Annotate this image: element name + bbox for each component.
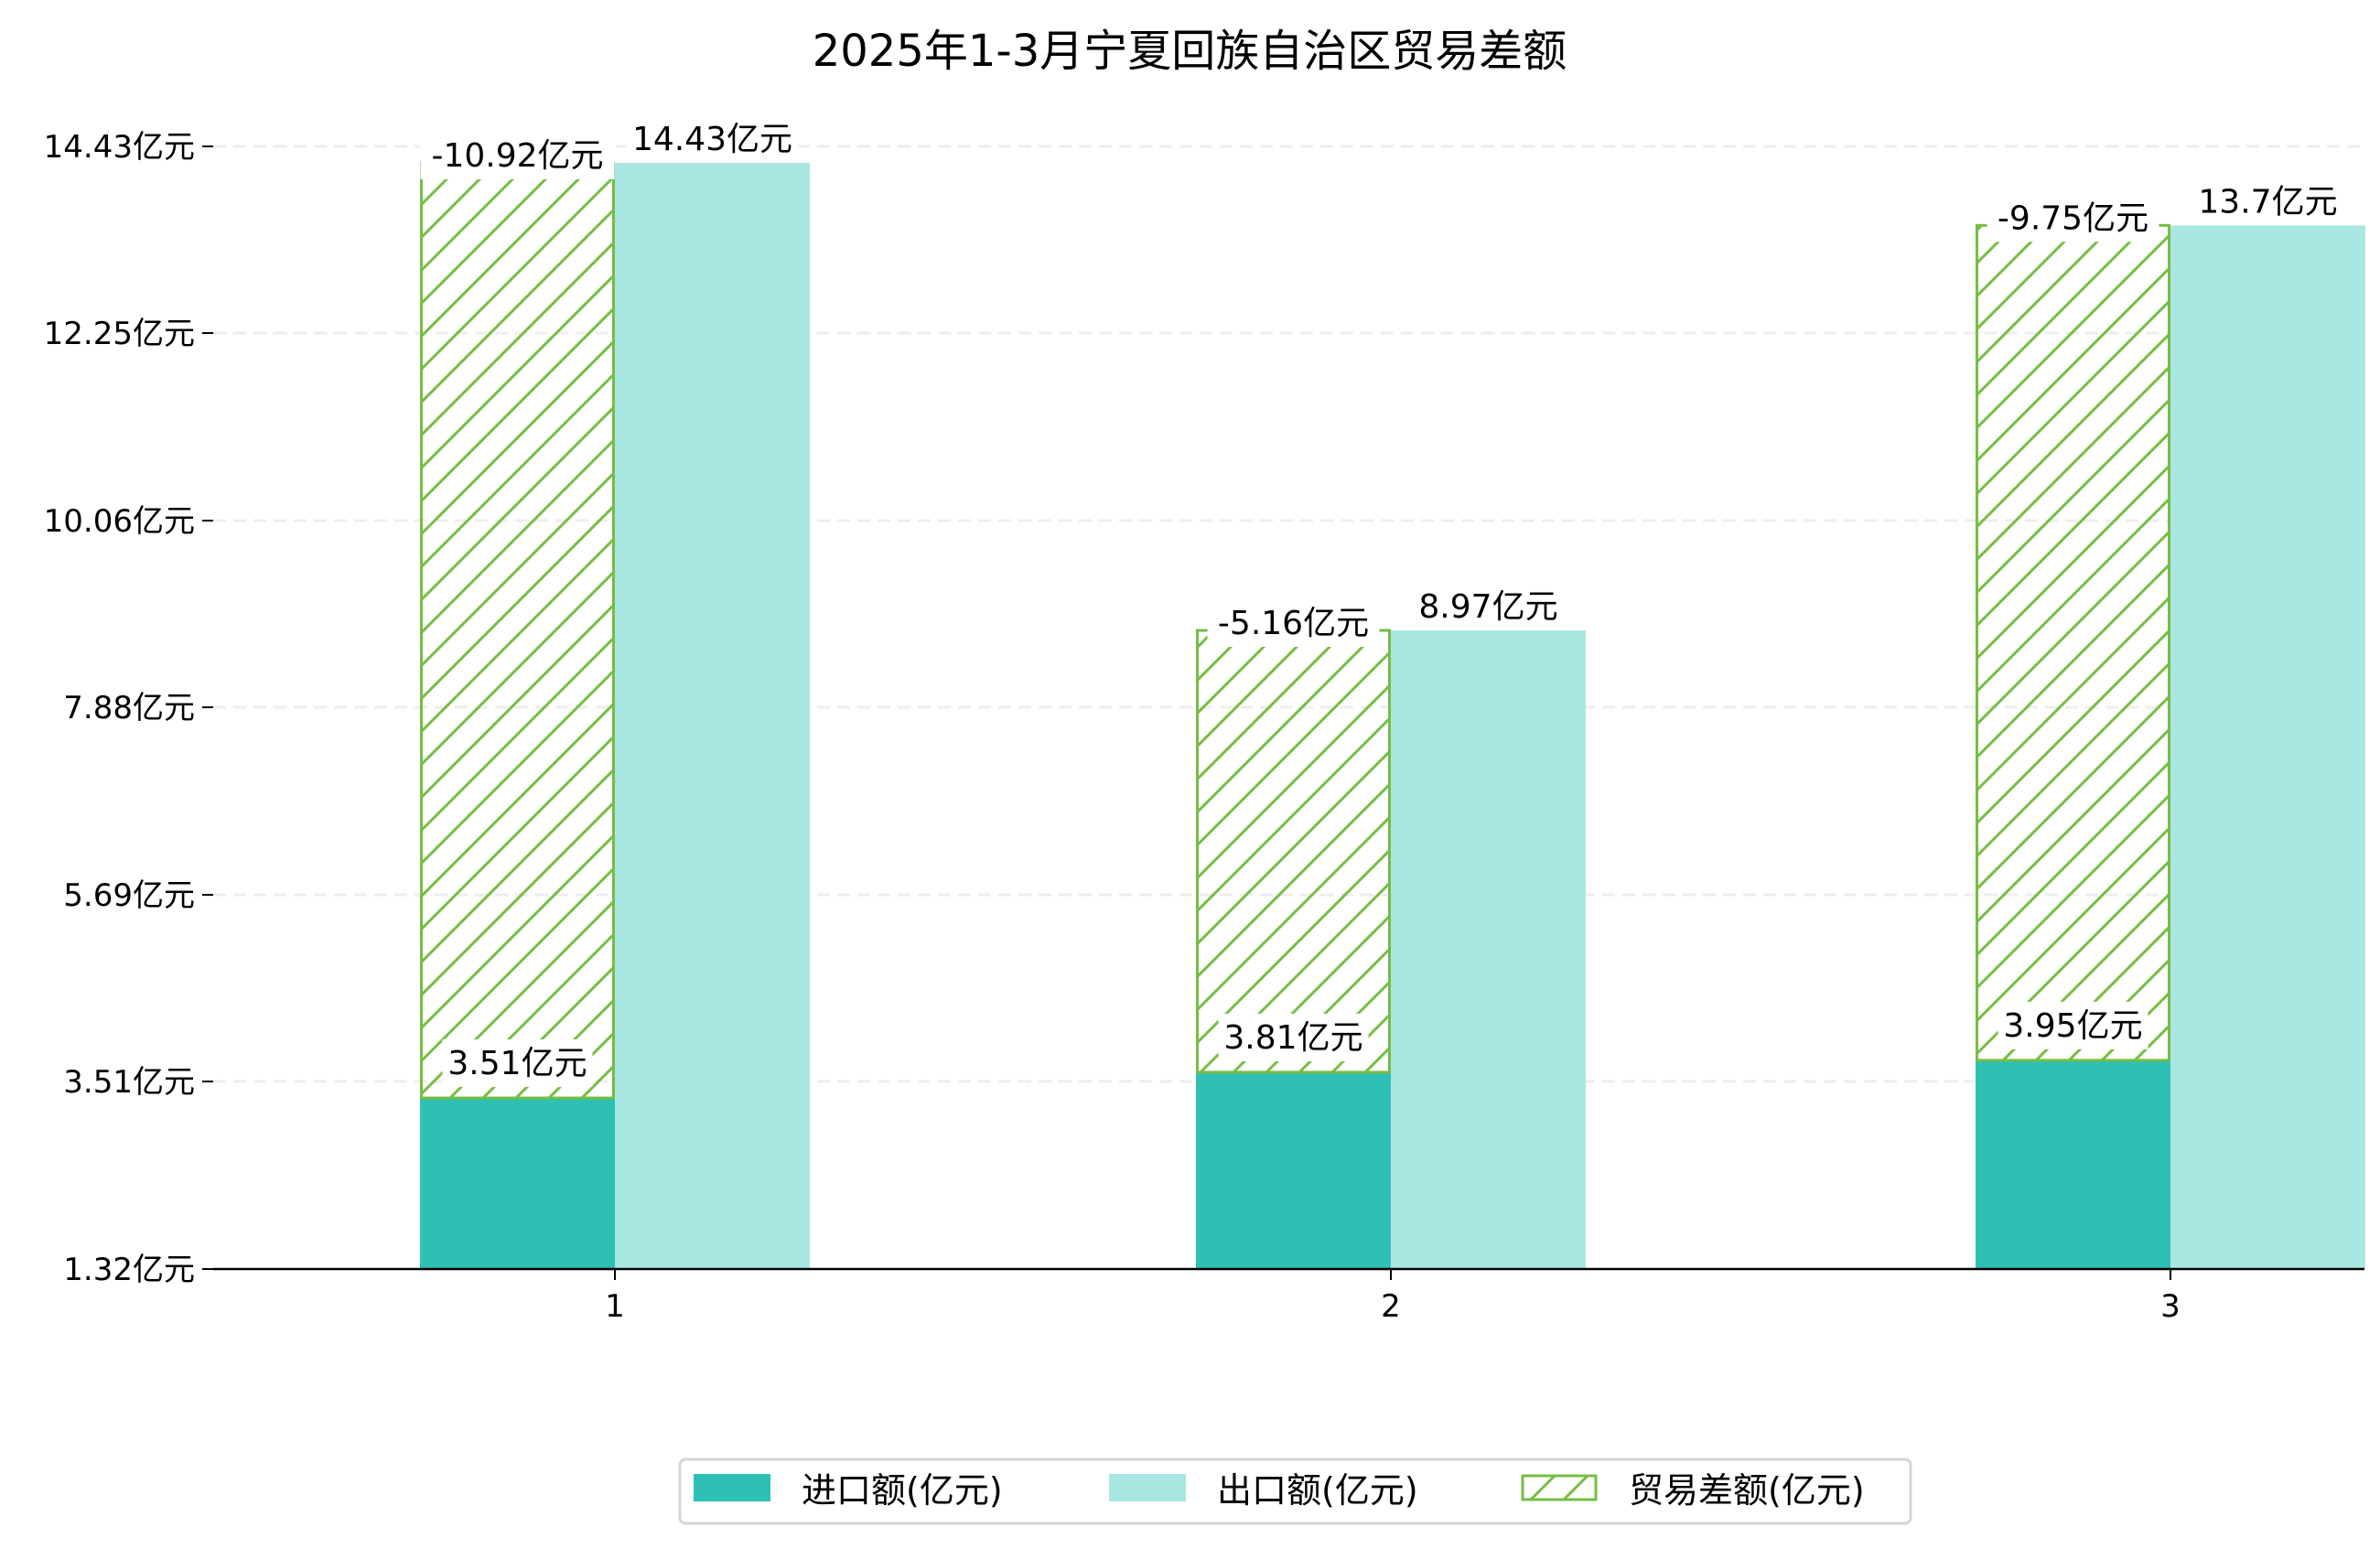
- legend-box: [678, 1458, 1912, 1525]
- label-trade-balance: -10.92亿元: [431, 137, 603, 175]
- label-trade-balance-bg: [1207, 599, 1380, 648]
- bar-export: [2170, 225, 2365, 1270]
- legend-label: 出口额(亿元): [1217, 1470, 1418, 1511]
- bar-trade-balance: [1976, 223, 2170, 1062]
- legend-swatch-hatch: [1521, 1474, 1598, 1501]
- legend-swatch: [1109, 1474, 1186, 1501]
- legend: 进口额(亿元) 出口额(亿元) 贸易差额(亿元): [678, 1458, 1912, 1525]
- y-tick-label: 12.25亿元: [44, 316, 195, 352]
- axes: 1.32亿元 3.51亿元 5.69亿元 7.88亿元 10.06亿元 12.25亿元 14…: [44, 129, 2364, 1325]
- x-tick-label: 3: [2160, 1288, 2181, 1325]
- y-tick-label: 5.69亿元: [63, 877, 195, 914]
- bar-trade-balance: [420, 161, 615, 1100]
- label-export-bg: [626, 115, 799, 163]
- label-export-bg: [2192, 177, 2343, 226]
- label-trade-balance-bg: [1987, 194, 2159, 242]
- data-labels: 3.51亿元 -10.92亿元 14.43亿元 3.81亿元 -5.16亿元 8.97亿元…: [420, 115, 2343, 1088]
- label-trade-balance: -5.16亿元: [1218, 605, 1369, 642]
- label-export: 13.7亿元: [2198, 183, 2337, 221]
- y-tick-label: 3.51亿元: [63, 1064, 195, 1101]
- y-tick-label: 14.43亿元: [44, 129, 195, 166]
- chart-title: 2025年1-3月宁夏回族自治区贸易差额: [813, 26, 1567, 77]
- y-tick-label: 1.32亿元: [63, 1252, 195, 1288]
- y-tick-label: 7.88亿元: [63, 690, 195, 726]
- label-import-bg: [1218, 1013, 1369, 1061]
- label-export: 14.43亿元: [632, 121, 792, 158]
- label-import: 3.51亿元: [447, 1045, 587, 1082]
- label-import: 3.95亿元: [2003, 1007, 2142, 1045]
- legend-swatch: [694, 1474, 770, 1501]
- x-tick-label: 2: [1381, 1288, 1401, 1325]
- bar-export: [615, 163, 810, 1269]
- label-export: 8.97亿元: [1418, 588, 1557, 626]
- bar-import: [1196, 1071, 1391, 1269]
- label-import-bg: [442, 1039, 593, 1088]
- x-tick-label: 1: [605, 1288, 625, 1325]
- bar-export: [1391, 630, 1586, 1269]
- label-trade-balance: -9.75亿元: [1998, 199, 2148, 237]
- y-tick-label: 10.06亿元: [44, 503, 195, 540]
- bars: [420, 161, 2365, 1270]
- label-export-bg: [1413, 583, 1564, 631]
- bar-import: [420, 1098, 615, 1269]
- legend-label: 贸易差额(亿元): [1629, 1470, 1865, 1511]
- bar-import: [1976, 1060, 2170, 1269]
- legend-label: 进口额(亿元): [802, 1470, 1003, 1511]
- label-import: 3.81亿元: [1223, 1019, 1362, 1057]
- label-import-bg: [1998, 1001, 2148, 1049]
- label-trade-balance-bg: [420, 132, 615, 179]
- bar-trade-balance: [1196, 629, 1391, 1074]
